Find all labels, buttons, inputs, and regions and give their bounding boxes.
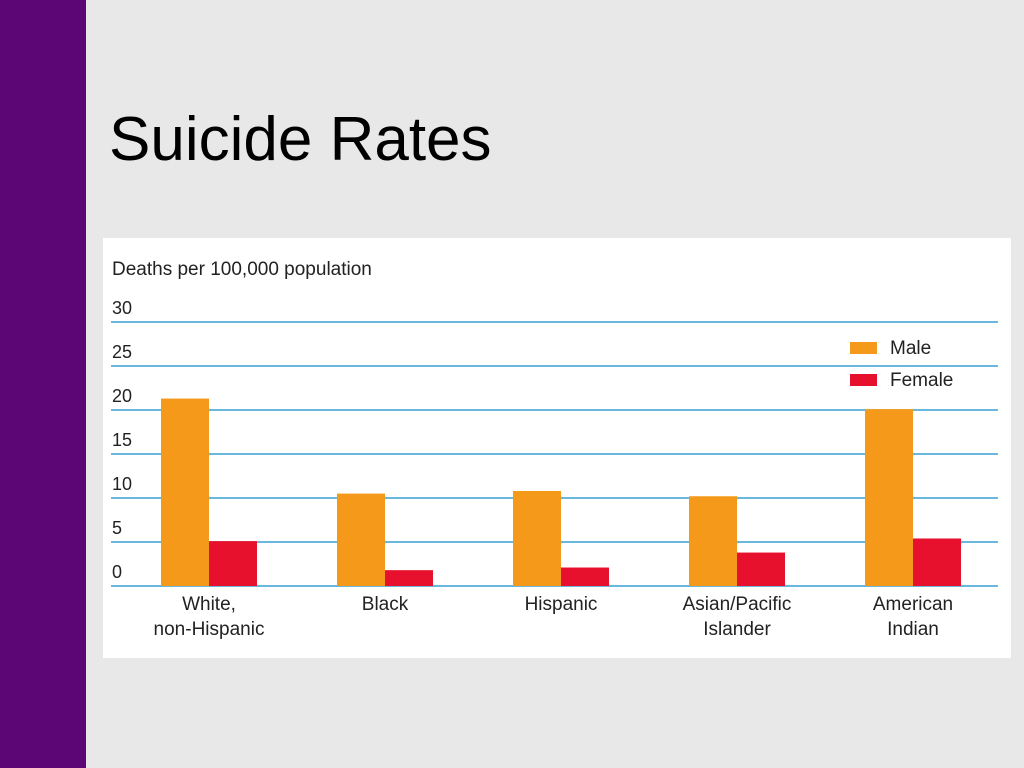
x-category-label: Black — [362, 594, 409, 615]
bar-male — [865, 409, 913, 586]
x-category-label: Asian/Pacific — [683, 594, 792, 615]
x-category-label: Hispanic — [525, 594, 598, 615]
bar-female — [385, 570, 433, 586]
legend-swatch-male — [850, 342, 877, 354]
y-tick-label: 30 — [112, 298, 132, 318]
sidebar-accent-bar — [0, 0, 86, 768]
bar-male — [161, 398, 209, 586]
legend-swatch-female — [850, 374, 877, 386]
bar-male — [337, 493, 385, 586]
x-category-label: Indian — [887, 619, 939, 640]
bar-female — [209, 541, 257, 586]
y-tick-label: 25 — [112, 342, 132, 362]
x-category-label: Islander — [703, 619, 771, 640]
bar-female — [561, 567, 609, 586]
bar-chart: Deaths per 100,000 population 0 5 10 15 20 25… — [111, 259, 998, 640]
y-tick-label: 20 — [112, 386, 132, 406]
chart-panel: Deaths per 100,000 population 0 5 10 15 20 25… — [103, 238, 1011, 658]
slide-title: Suicide Rates — [109, 105, 492, 174]
x-category-label: American — [873, 594, 953, 615]
legend-label-female: Female — [890, 370, 953, 391]
y-axis-label: Deaths per 100,000 population — [112, 259, 372, 280]
y-tick-label: 0 — [112, 562, 122, 582]
bar-female — [737, 552, 785, 586]
y-tick-label: 5 — [112, 518, 122, 538]
bar-male — [513, 490, 561, 586]
x-category-label: White, — [182, 594, 236, 615]
x-category-label: non-Hispanic — [154, 619, 265, 640]
y-tick-label: 10 — [112, 474, 132, 494]
bar-female — [913, 538, 961, 586]
y-tick-label: 15 — [112, 430, 132, 450]
legend-label-male: Male — [890, 338, 931, 359]
bar-male — [689, 496, 737, 586]
